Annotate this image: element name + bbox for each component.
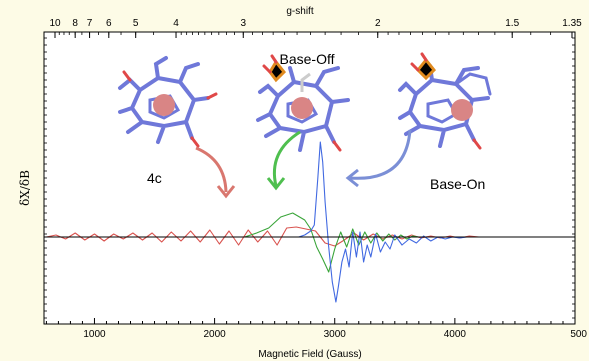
x-tick-label: 2000 — [203, 329, 226, 340]
y-axis-title: δX/δB — [18, 170, 32, 206]
g-tick-label: 4 — [173, 18, 179, 29]
molecule-base-off-picture — [256, 54, 350, 152]
x-tick-label: 500 — [570, 329, 587, 340]
g-tick-label: 8 — [72, 18, 78, 29]
annotation-4c: 4c — [147, 170, 162, 186]
g-tick-label: 7 — [87, 18, 93, 29]
g-tick-label: 1.35 — [562, 18, 582, 29]
top-axis-title: g-shift — [286, 6, 313, 17]
g-tick-label: 1.5 — [505, 18, 519, 29]
molecule-base-on-picture — [398, 52, 492, 150]
arrow-base-on — [345, 129, 412, 188]
x-axis-title: Magnetic Field (Gauss) — [258, 349, 361, 360]
x-tick-label: 3000 — [324, 329, 347, 340]
series-layer — [44, 141, 575, 303]
annotation-base-on: Base-On — [430, 176, 485, 192]
x-tick-label: 1000 — [83, 329, 106, 340]
annotation-base-off: Base-Off — [280, 51, 335, 67]
g-tick-label: 2 — [375, 18, 381, 29]
bottom-field-axis: 1000 2000 3000 4000 500 — [45, 318, 587, 340]
g-tick-label: 5 — [133, 18, 139, 29]
g-tick-label: 10 — [49, 18, 61, 29]
g-tick-label: 3 — [240, 18, 246, 29]
molecule-4c-picture — [118, 56, 218, 148]
top-g-axis: 10 8 7 6 5 4 3 2 1.5 1.35 — [49, 18, 582, 38]
x-tick-label: 4000 — [444, 329, 467, 340]
arrow-4c — [195, 146, 236, 199]
g-tick-label: 6 — [106, 18, 112, 29]
series-line-1 — [244, 212, 419, 273]
left-axis-ticks — [44, 37, 575, 319]
arrow-base-off — [266, 130, 301, 191]
